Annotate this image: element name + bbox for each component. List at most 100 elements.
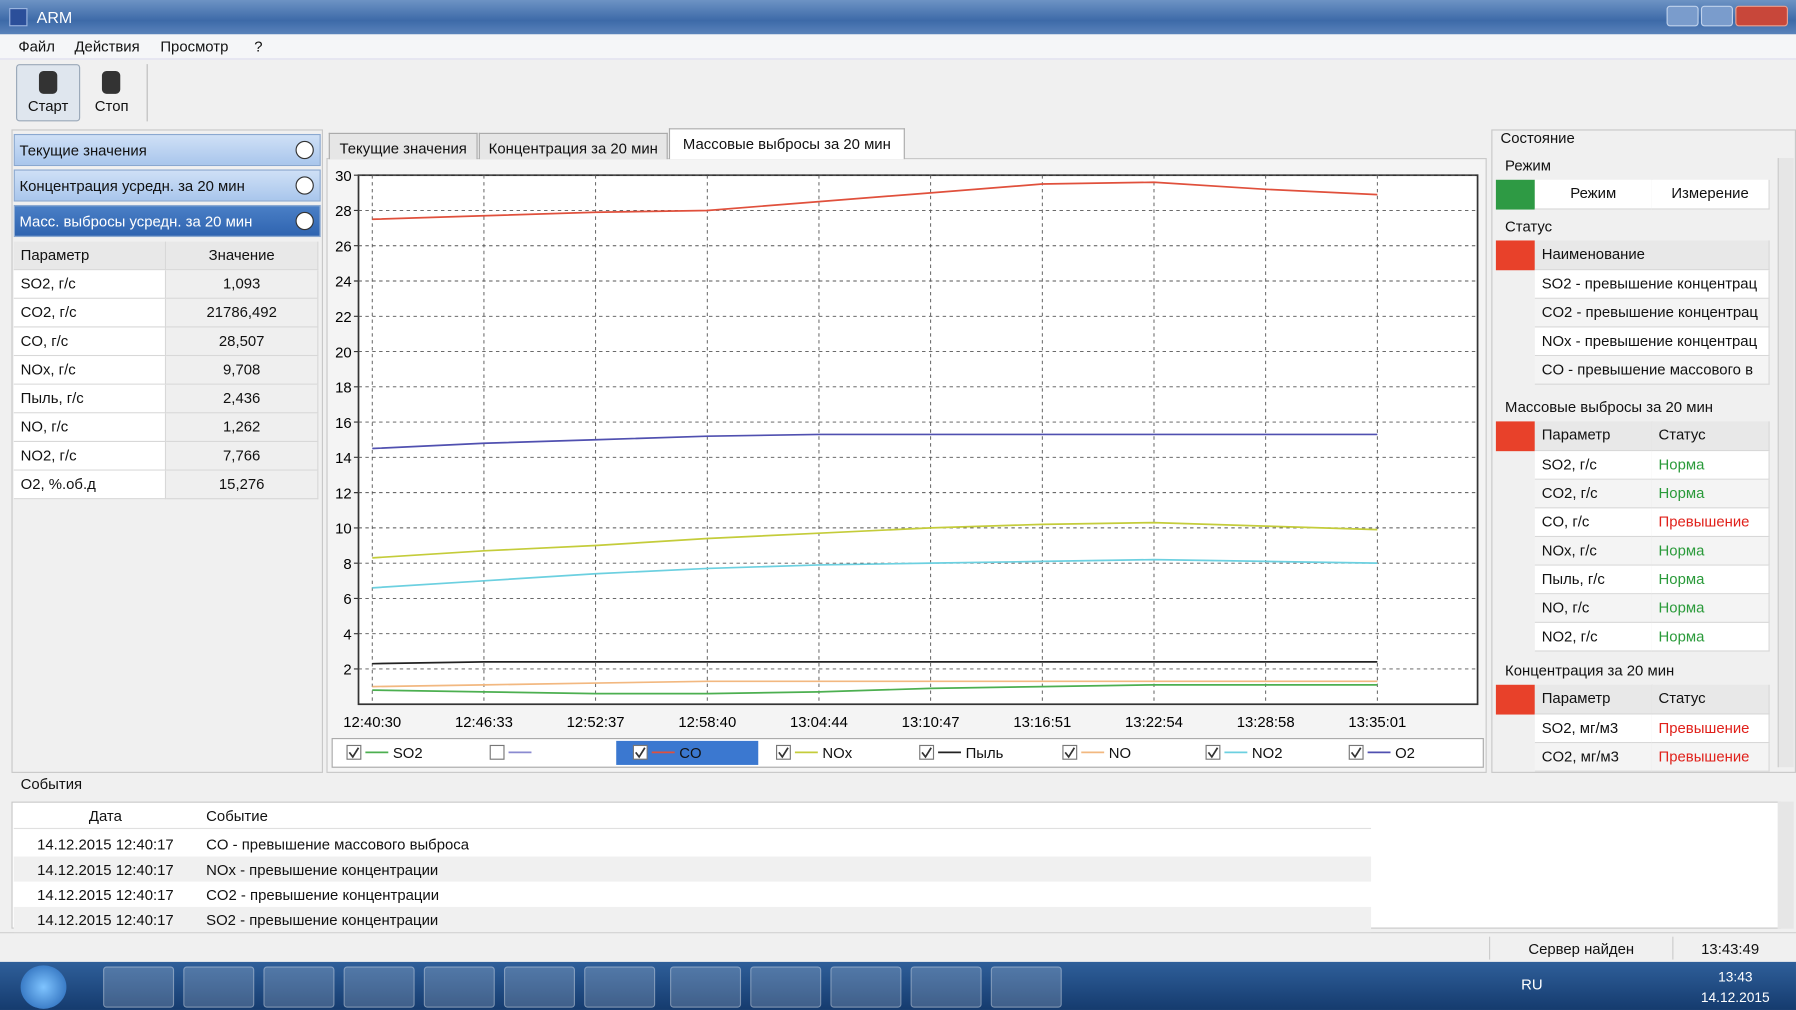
menu-item[interactable]: Файл [18,37,55,55]
taskbar-app[interactable] [263,966,335,1008]
legend-label: CO2 [536,746,567,762]
status-row: CO2 - превышение концентрац [1534,298,1770,328]
legend-check [778,747,789,759]
group-label: Режим [1505,156,1551,175]
y-tick-label: 22 [335,310,352,326]
legend-checkbox[interactable] [1062,744,1078,760]
legend-checkbox[interactable] [346,744,362,760]
y-tick-label: 18 [335,381,352,397]
taskbar-app[interactable] [670,966,742,1008]
status-value: Норма [1651,622,1770,652]
status-text: Сервер найден [1489,936,1672,960]
close-button[interactable] [1735,5,1788,27]
section-header[interactable]: Текущие значения [13,133,321,167]
minimize-button[interactable] [1666,5,1699,27]
tab[interactable]: Концентрация за 20 мин [478,132,668,160]
menu-bar [0,34,1796,60]
x-tick-label: 13:35:01 [1348,715,1406,731]
group-label: Концентрация за 20 мин [1505,661,1675,680]
table-cell: 15,276 [166,470,319,500]
toolbar-button-label[interactable]: Стоп [94,97,129,115]
menu-item[interactable]: ? [254,37,263,55]
section-header[interactable]: Концентрация усредн. за 20 мин [13,169,321,202]
y-tick-label: 26 [335,239,352,255]
status-value: Превышение [1651,508,1770,538]
status-param: NO2, г/с [1534,622,1653,652]
event-cell: 14.12.2015 12:40:17 [13,856,198,882]
menu-item[interactable]: Просмотр [160,37,229,55]
legend-checkbox[interactable] [919,744,935,760]
legend-checkbox[interactable] [1205,744,1221,760]
table-cell: NO, г/с [13,413,167,443]
legend-label: Пыль [966,746,1004,762]
legend-check [1350,747,1362,759]
x-tick-label: 13:28:58 [1237,715,1295,731]
event-cell: 14.12.2015 12:40:17 [13,881,198,907]
taskbar-app[interactable] [343,966,415,1008]
mode-cell: Режим [1534,179,1653,210]
section-header[interactable]: Масс. выбросы усредн. за 20 мин [13,204,321,238]
taskbar-app[interactable] [830,966,902,1008]
menu-item[interactable]: Действия [74,37,140,55]
events-title: События [20,775,83,793]
right-scrollbar[interactable] [1777,158,1794,768]
status-row: NOx - превышение концентрац [1534,327,1770,357]
y-tick-label: 24 [335,275,352,291]
taskbar-app[interactable] [990,966,1062,1008]
legend-label: NOx [822,746,852,762]
legend-label: SO2 [393,746,423,762]
taskbar-app[interactable] [910,966,982,1008]
tray-time: 13:43 [1718,968,1753,985]
y-tick-label: 8 [343,557,351,573]
mode-cell: Измерение [1651,179,1770,210]
status-value: Норма [1651,565,1770,595]
legend-checkbox[interactable] [776,744,791,760]
legend-checkbox[interactable] [489,744,505,760]
status-value: Норма [1651,537,1770,566]
plot-area [357,174,1479,706]
group-label: Массовые выбросы за 20 мин [1505,398,1713,416]
x-tick-label: 13:10:47 [902,715,960,731]
expand-icon[interactable] [295,140,314,160]
status-table-header: Статус [1651,684,1770,715]
expand-icon[interactable] [295,176,314,195]
taskbar-app[interactable] [503,966,575,1008]
legend-check [1064,747,1076,759]
event-cell: CO2 - превышение концентрации [197,881,1372,907]
event-cell: NOx - превышение концентрации [197,856,1372,882]
status-table-header: Статус [1651,421,1770,452]
legend-checkbox[interactable] [1348,744,1364,760]
table-cell: 9,708 [166,356,319,385]
maximize-button[interactable] [1700,5,1733,27]
status-param: CO, г/с [1534,508,1653,538]
taskbar-app[interactable] [423,966,495,1008]
tab[interactable]: Текущие значения [328,132,478,160]
app-icon [9,8,28,27]
mass-indicator [1495,421,1535,452]
status-value: Превышение [1651,743,1770,772]
taskbar-app[interactable] [750,966,822,1008]
status-bar [0,932,1796,962]
taskbar-app[interactable] [584,966,656,1008]
y-tick-label: 20 [335,345,352,361]
mode-indicator [1495,179,1535,210]
legend-checkbox[interactable] [632,744,648,760]
taskbar-app[interactable] [103,966,175,1008]
toolbar-button-label[interactable]: Старт [27,97,69,115]
series-line [372,433,1378,450]
events-scrollbar[interactable] [1777,801,1794,929]
status-param: Пыль, г/с [1534,565,1653,595]
status-table-header: Параметр [1534,684,1653,715]
status-param: CO2, мг/м3 [1534,743,1653,772]
tab[interactable]: Массовые выбросы за 20 мин [668,128,905,160]
event-cell: CO - превышение массового выброса [197,831,1372,857]
legend-check [635,747,646,759]
table-cell: NO2, г/с [13,442,167,471]
expand-icon[interactable] [295,211,314,231]
y-tick-label: 2 [343,663,351,679]
taskbar-app[interactable] [183,966,255,1008]
start-orb[interactable] [20,965,67,1009]
status-param: SO2, мг/м3 [1534,714,1653,744]
title-bar [0,0,1796,35]
